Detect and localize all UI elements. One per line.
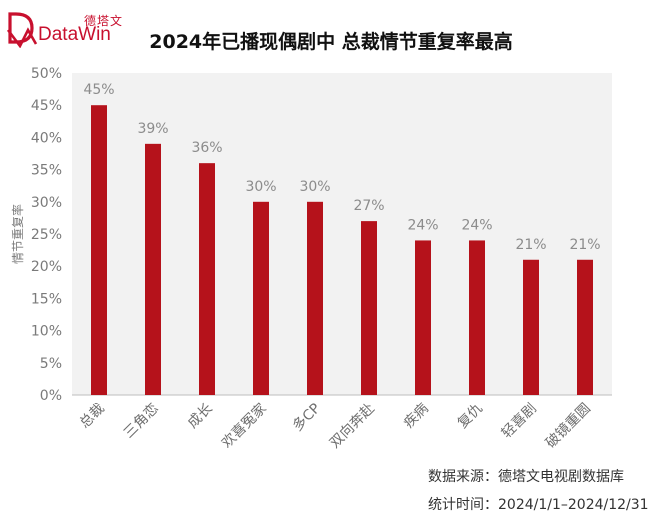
data-label: 30% bbox=[299, 179, 330, 195]
statistics-period: 统计时间：2024/1/1–2024/12/31 bbox=[428, 494, 649, 514]
x-tick-label: 欢喜冤家 bbox=[218, 400, 270, 452]
y-tick-label: 45% bbox=[31, 98, 62, 114]
bar bbox=[361, 221, 377, 395]
y-tick-label: 10% bbox=[31, 324, 62, 340]
y-tick-label: 50% bbox=[31, 66, 62, 82]
logo-chinese-text: 德塔文 bbox=[84, 14, 124, 28]
datawin-logo-icon bbox=[6, 12, 38, 48]
source-label: 数据来源： bbox=[428, 469, 498, 485]
plot-area bbox=[72, 73, 612, 395]
x-tick-label: 三角恋 bbox=[120, 400, 162, 442]
x-tick-label: 疾病 bbox=[401, 401, 432, 432]
x-tick-label: 破镜重圆 bbox=[543, 401, 594, 452]
y-tick-label: 20% bbox=[31, 259, 62, 275]
data-label: 21% bbox=[569, 237, 600, 253]
data-label: 45% bbox=[83, 82, 114, 98]
datawin-logo: 德塔文 DataWin bbox=[6, 8, 146, 48]
x-tick-label: 双向奔赴 bbox=[327, 401, 378, 452]
bar bbox=[199, 163, 215, 395]
y-tick-label: 15% bbox=[31, 291, 62, 307]
chart-title: 2024年已播现偶剧中 总裁情节重复率最高 bbox=[149, 31, 513, 53]
data-label: 36% bbox=[191, 140, 222, 156]
data-label: 39% bbox=[137, 121, 168, 137]
period-value: 2024/1/1–2024/12/31 bbox=[498, 497, 649, 513]
data-label: 27% bbox=[353, 198, 384, 214]
y-tick-label: 0% bbox=[40, 388, 62, 404]
x-tick-label: 总裁 bbox=[77, 401, 108, 432]
data-label: 30% bbox=[245, 179, 276, 195]
x-tick-label: 轻喜剧 bbox=[499, 401, 540, 442]
bar bbox=[415, 240, 431, 395]
period-label: 统计时间： bbox=[428, 497, 498, 513]
y-tick-label: 35% bbox=[31, 163, 62, 179]
bar bbox=[91, 105, 107, 395]
y-tick-label: 30% bbox=[31, 195, 62, 211]
source-value: 德塔文电视剧数据库 bbox=[498, 469, 624, 485]
x-tick-label: 复仇 bbox=[454, 400, 486, 432]
bar bbox=[253, 201, 269, 395]
data-label: 24% bbox=[407, 217, 438, 233]
y-tick-label: 40% bbox=[31, 130, 62, 146]
data-source: 数据来源：德塔文电视剧数据库 bbox=[428, 466, 624, 486]
y-tick-label: 25% bbox=[31, 227, 62, 243]
x-tick-label: 成长 bbox=[185, 401, 216, 432]
bar bbox=[577, 259, 593, 395]
x-tick-label: 多CP bbox=[289, 400, 324, 435]
y-tick-label: 5% bbox=[40, 356, 62, 372]
data-label: 24% bbox=[461, 217, 492, 233]
data-label: 21% bbox=[515, 237, 546, 253]
logo-english-text: DataWin bbox=[38, 24, 111, 45]
bar bbox=[307, 201, 323, 395]
y-axis-label: 情节重复率 bbox=[10, 204, 25, 264]
bar bbox=[145, 143, 161, 395]
bar bbox=[469, 240, 485, 395]
bar bbox=[523, 259, 539, 395]
